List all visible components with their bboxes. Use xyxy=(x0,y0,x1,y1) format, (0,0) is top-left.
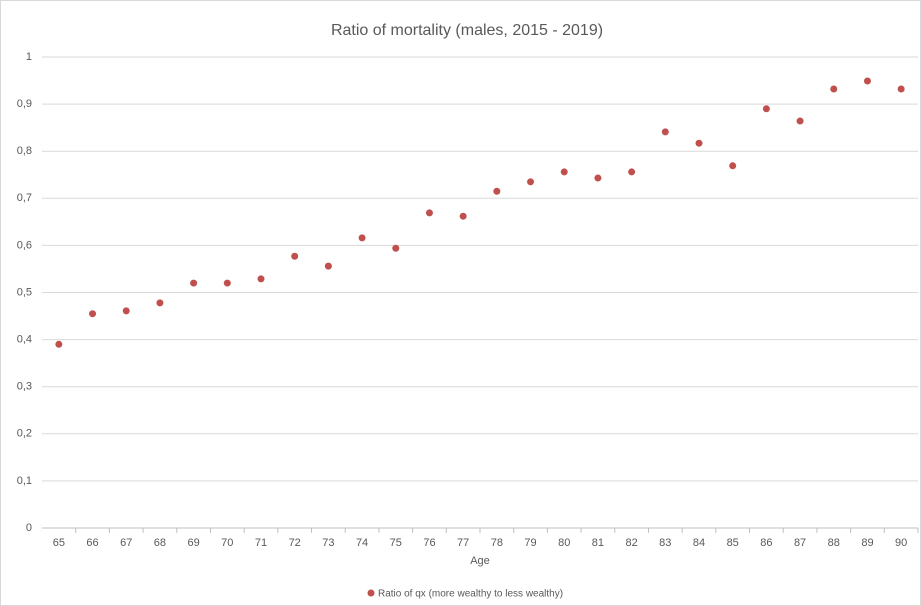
point xyxy=(291,252,299,260)
y-tick-label: 0,6 xyxy=(17,239,32,251)
point xyxy=(358,234,366,242)
x-tick-label: 69 xyxy=(187,537,199,549)
y-tick-label: 0 xyxy=(26,522,32,534)
x-tick-label: 88 xyxy=(828,537,840,549)
point xyxy=(863,77,871,85)
y-tick-label: 0,9 xyxy=(17,98,32,110)
point xyxy=(459,212,467,220)
point xyxy=(695,139,703,147)
y-tick-label: 0,4 xyxy=(17,334,32,346)
x-tick-label: 73 xyxy=(322,537,334,549)
point xyxy=(156,299,164,307)
point xyxy=(493,187,501,195)
x-tick-label: 79 xyxy=(524,537,536,549)
point xyxy=(729,162,737,170)
point xyxy=(190,279,198,287)
x-tick-label: 81 xyxy=(592,537,604,549)
x-tick-label: 82 xyxy=(625,537,637,549)
x-tick-label: 89 xyxy=(861,537,873,549)
y-tick-label: 0,8 xyxy=(17,145,32,157)
x-tick-label: 66 xyxy=(86,537,98,549)
point xyxy=(89,310,97,318)
legend-marker xyxy=(367,589,375,597)
point xyxy=(122,307,130,315)
x-tick-label: 90 xyxy=(895,537,907,549)
point xyxy=(257,275,265,283)
legend-label: Ratio of qx (more wealthy to less wealth… xyxy=(378,589,563,600)
x-tick-label: 70 xyxy=(221,537,233,549)
x-axis-label: Age xyxy=(470,555,490,567)
y-tick-label: 0,2 xyxy=(17,428,32,440)
point xyxy=(796,117,804,125)
x-tick-label: 67 xyxy=(120,537,132,549)
x-tick-label: 78 xyxy=(491,537,503,549)
y-tick-label: 1 xyxy=(26,51,32,63)
x-tick-label: 76 xyxy=(423,537,435,549)
x-tick-label: 86 xyxy=(760,537,772,549)
point xyxy=(55,340,63,348)
point xyxy=(560,168,568,176)
x-tick-label: 65 xyxy=(53,537,65,549)
point xyxy=(527,178,535,186)
y-tick-label: 0,7 xyxy=(17,192,32,204)
y-tick-label: 0,3 xyxy=(17,381,32,393)
x-tick-label: 87 xyxy=(794,537,806,549)
point xyxy=(223,279,231,287)
point xyxy=(392,244,400,252)
chart-title: Ratio of mortality (males, 2015 - 2019) xyxy=(331,22,603,39)
point xyxy=(628,168,636,176)
x-tick-label: 71 xyxy=(255,537,267,549)
point xyxy=(830,85,838,93)
point xyxy=(762,105,770,113)
x-tick-label: 74 xyxy=(356,537,368,549)
x-tick-label: 80 xyxy=(558,537,570,549)
point xyxy=(425,209,433,217)
point xyxy=(324,262,332,270)
x-tick-label: 85 xyxy=(727,537,739,549)
y-tick-label: 0,1 xyxy=(17,475,32,487)
x-tick-label: 72 xyxy=(289,537,301,549)
point xyxy=(897,85,905,93)
y-tick-label: 0,5 xyxy=(17,286,32,298)
point xyxy=(661,128,669,136)
point xyxy=(594,174,602,182)
x-tick-label: 83 xyxy=(659,537,671,549)
x-tick-label: 77 xyxy=(457,537,469,549)
x-tick-label: 84 xyxy=(693,537,705,549)
x-tick-label: 68 xyxy=(154,537,166,549)
x-tick-label: 75 xyxy=(390,537,402,549)
